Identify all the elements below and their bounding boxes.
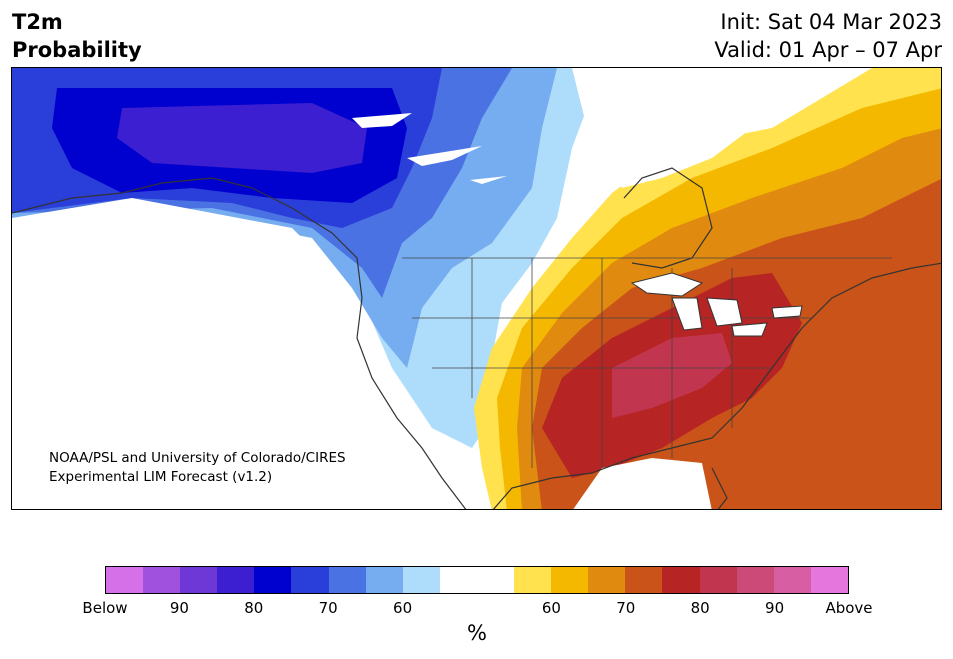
colorbar-swatch xyxy=(625,567,663,593)
colorbar-swatch xyxy=(180,567,218,593)
great-lakes xyxy=(630,272,803,337)
colorbar-swatch xyxy=(328,567,366,593)
colorbar-tick-label: 90 xyxy=(765,599,785,617)
pacific-ocean-area xyxy=(12,198,452,509)
map-title: T2m Probability xyxy=(12,8,142,64)
forecast-map xyxy=(11,67,942,510)
colorbar-swatch xyxy=(662,567,700,593)
colorbar-swatch xyxy=(254,567,292,593)
colorbar-swatch xyxy=(699,567,737,593)
colorbar-swatch xyxy=(365,567,403,593)
colorbar-tick-label: 60 xyxy=(393,599,413,617)
credit-line-1: NOAA/PSL and University of Colorado/CIRE… xyxy=(49,450,346,466)
forecast-dates: Init: Sat 04 Mar 2023 Valid: 01 Apr – 07… xyxy=(714,8,942,64)
canadian-lakes xyxy=(352,113,507,184)
colorbar-tick-label: 70 xyxy=(616,599,636,617)
colorbar-tick-label: 60 xyxy=(541,599,561,617)
valid-range: Valid: 01 Apr – 07 Apr xyxy=(714,38,942,62)
colorbar-swatch xyxy=(439,567,477,593)
colorbar-swatch xyxy=(402,567,440,593)
init-date: Init: Sat 04 Mar 2023 xyxy=(720,10,942,34)
cold-region-violet xyxy=(117,103,367,173)
title-line-2: Probability xyxy=(12,38,142,62)
colorbar-swatch xyxy=(217,567,255,593)
gulf-of-mexico-area xyxy=(573,458,712,509)
colorbar-swatch xyxy=(551,567,589,593)
colorbar-tick-label: 90 xyxy=(169,599,189,617)
colorbar-swatch xyxy=(291,567,329,593)
source-credit: NOAA/PSL and University of Colorado/CIRE… xyxy=(49,449,346,487)
colorbar-swatch xyxy=(773,567,811,593)
colorbar-tick-label: 80 xyxy=(690,599,710,617)
colorbar-swatch xyxy=(736,567,774,593)
colorbar-tick-label: Above xyxy=(825,599,873,617)
colorbar-unit: % xyxy=(467,621,487,645)
map-canvas xyxy=(12,68,941,509)
arctic-island-area xyxy=(572,68,812,188)
probability-colorbar xyxy=(105,566,849,594)
colorbar-swatch xyxy=(143,567,181,593)
colorbar-swatch xyxy=(514,567,552,593)
title-line-1: T2m xyxy=(12,10,63,34)
credit-line-2: Experimental LIM Forecast (v1.2) xyxy=(49,469,273,485)
colorbar-swatch xyxy=(810,567,848,593)
colorbar-tick-label: 80 xyxy=(244,599,264,617)
state-province-borders xyxy=(402,257,892,468)
colorbar-swatch xyxy=(588,567,626,593)
colorbar-swatch xyxy=(106,567,144,593)
coastline-outlines xyxy=(12,167,941,509)
colorbar-tick-label: 70 xyxy=(318,599,338,617)
colorbar-tick-label: Below xyxy=(82,599,128,617)
colorbar-swatch xyxy=(476,567,515,593)
